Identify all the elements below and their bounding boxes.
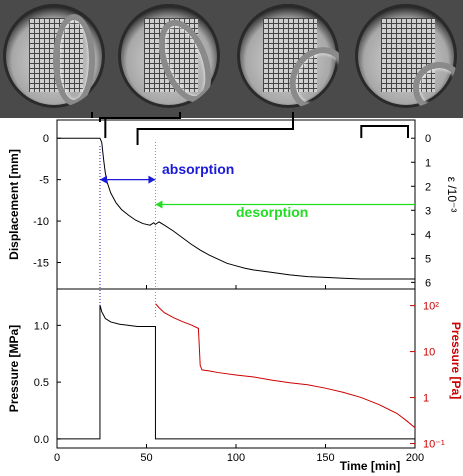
top-y-tick-label: 0 [43, 133, 49, 145]
specimen-photo-4 [355, 4, 457, 108]
specimen-photo-1 [3, 4, 105, 108]
x-tick-label: 0 [54, 452, 60, 464]
bottom-y-tick-label: 0.5 [34, 377, 49, 389]
bottom-y2-axis-label: Pressure [Pa] [449, 322, 463, 399]
x-tick-label: 50 [140, 452, 152, 464]
top-y2-tick-label: 4 [425, 229, 431, 241]
top-y-tick-label: -5 [39, 175, 49, 187]
pressure-pa-series-line [155, 303, 416, 429]
displacement-series-line [57, 137, 415, 280]
x-tick-label: 200 [406, 452, 424, 464]
bottom-y-axis-label: Pressure [MPa] [7, 325, 21, 412]
specimen-photo-strip [0, 0, 463, 118]
top-y2-tick-label: 5 [425, 253, 431, 265]
pressure-mpa-series-line [57, 304, 415, 440]
bottom-y2-tick-label: 1 [423, 393, 429, 405]
absorption-arrowhead-right [148, 175, 156, 184]
bottom-y2-tick-label: 10⁻¹ [423, 439, 445, 451]
photo-3-bracket [136, 112, 294, 145]
x-axis-label: Time [min] [340, 459, 400, 473]
top-y2-tick-label: 3 [425, 205, 431, 217]
absorption-arrowhead-left [99, 175, 107, 184]
top-y2-tick-label: 1 [425, 157, 431, 169]
top-y2-tick-label: 0 [425, 133, 431, 145]
top-y2-axis-label: ε /10⁻³ [445, 177, 459, 213]
bottom-y-tick-label: 0.0 [34, 434, 49, 446]
desorption-label: desorption [236, 204, 308, 220]
bottom-y2-tick-label: 10 [423, 347, 435, 359]
specimen-photo-3 [237, 4, 339, 108]
desorption-arrowhead [155, 200, 163, 209]
top-y-axis-label: Displacement [mm] [7, 149, 21, 260]
photo-4-bracket [360, 125, 409, 138]
top-y-tick-label: -15 [33, 257, 49, 269]
absorption-label: absorption [162, 161, 234, 177]
bottom-y2-tick-label: 10² [423, 301, 439, 313]
top-y-tick-label: -10 [33, 216, 49, 228]
specimen-photo-2 [118, 4, 220, 108]
bottom-y-tick-label: 1.0 [34, 320, 49, 332]
bottom-panel-frame [56, 288, 416, 449]
top-y2-tick-label: 6 [425, 277, 431, 289]
x-tick-label: 100 [227, 452, 245, 464]
photo-1-2-bracket [98, 112, 181, 122]
top-y2-tick-label: 2 [425, 181, 431, 193]
x-tick-label: 150 [316, 452, 334, 464]
